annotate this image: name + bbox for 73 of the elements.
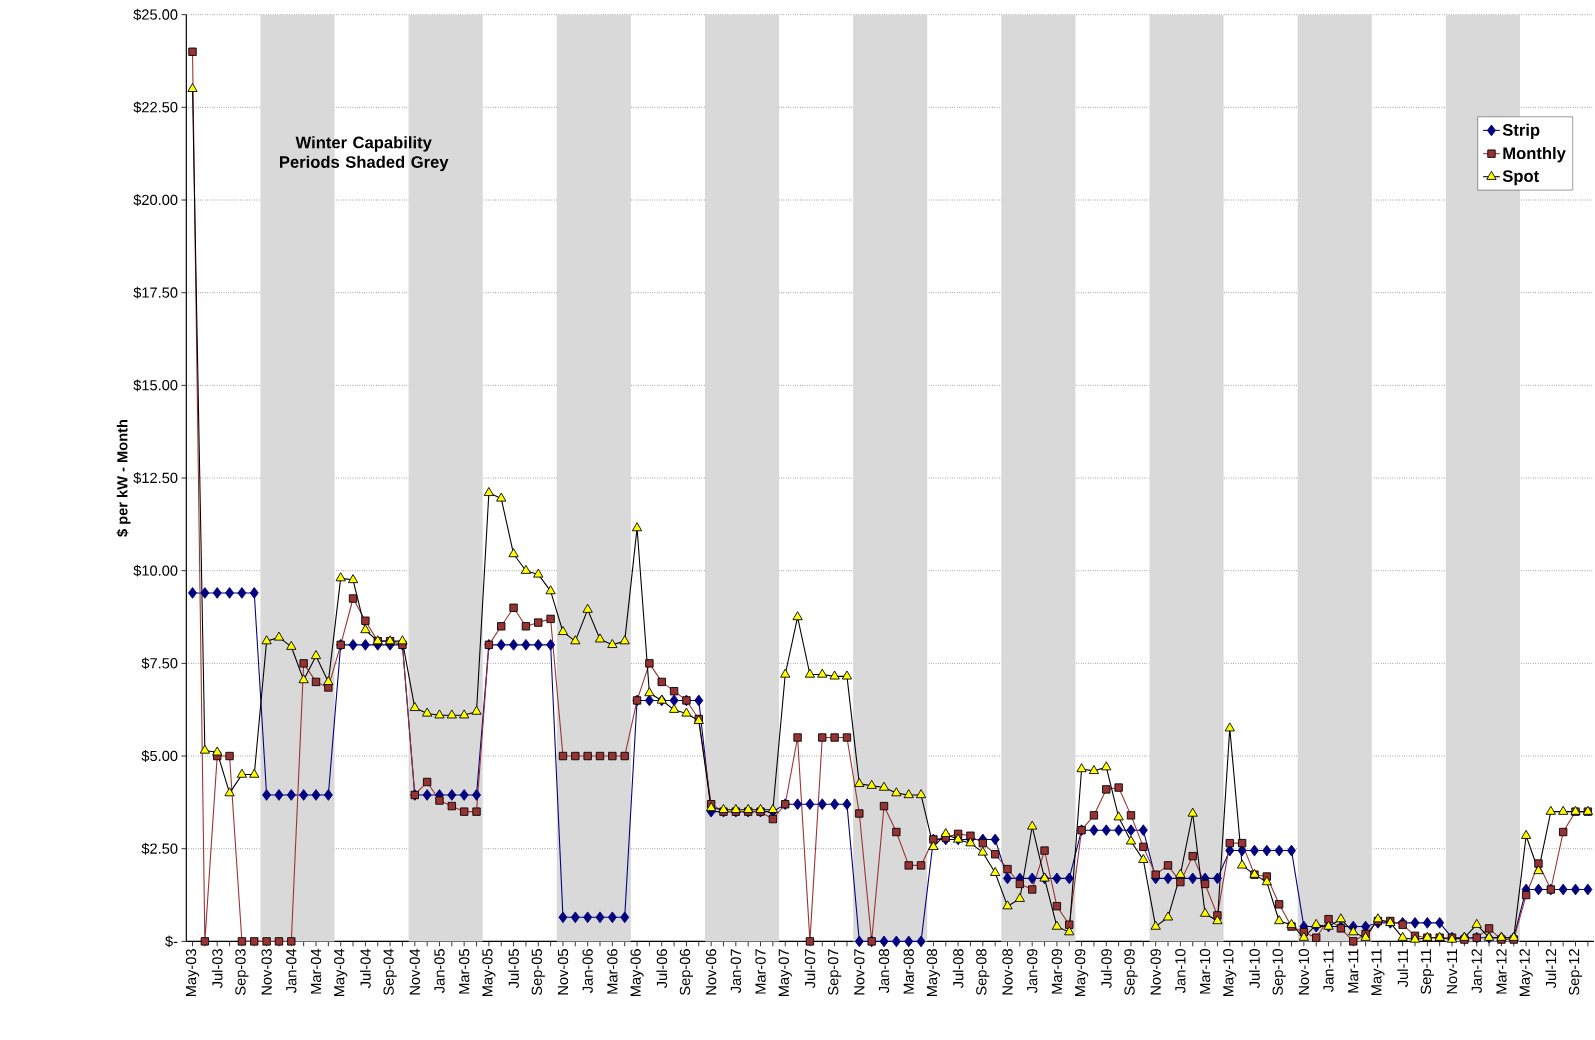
y-tick-label: $5.00 — [141, 749, 178, 762]
x-tick-label: Sep-05 — [531, 948, 545, 995]
x-tick-label: Jan-04 — [286, 948, 297, 993]
x-tick-label: May-07 — [778, 949, 792, 996]
x-tick-label: Nov-10 — [1298, 948, 1310, 995]
x-tick-label: Jul-12 — [1545, 949, 1557, 988]
x-tick-label: Jan-10 — [1175, 948, 1186, 993]
legend-label: Monthly — [1503, 146, 1566, 163]
y-tick-label: $22.50 — [133, 101, 178, 114]
x-tick-label: Jan-07 — [730, 949, 742, 993]
x-tick-label: Nov-04 — [409, 948, 420, 995]
x-tick-label: Sep-09 — [1124, 948, 1138, 995]
x-tick-label: Sep-04 — [383, 948, 397, 995]
x-tick-label: Nov-03 — [261, 948, 272, 995]
x-tick-label: Nov-11 — [1446, 949, 1458, 994]
x-tick-label: Sep-07 — [827, 949, 842, 995]
x-tick-label: Jul-03 — [211, 948, 223, 988]
y-axis-title: $ per kW - Month — [116, 419, 131, 537]
x-tick-label: Jul-08 — [952, 948, 964, 988]
x-tick-label: Jan-09 — [1027, 948, 1038, 993]
x-tick-label: Jul-06 — [656, 948, 668, 988]
x-tick-label: Jul-07 — [804, 949, 816, 988]
x-tick-label: Jan-11 — [1323, 949, 1334, 992]
y-tick-label: $17.50 — [133, 286, 178, 299]
x-tick-label: May-08 — [926, 948, 941, 996]
x-tick-label: Sep-11 — [1420, 949, 1434, 994]
x-tick-label: Sep-12 — [1568, 949, 1583, 995]
x-tick-label: Jul-05 — [508, 948, 519, 988]
x-tick-label: Jan-05 — [434, 948, 445, 993]
legend-label: Strip — [1502, 123, 1540, 139]
x-tick-label: Sep-03 — [235, 948, 249, 995]
x-tick-label: Sep-10 — [1272, 948, 1286, 995]
y-tick-label: $20.00 — [133, 193, 178, 206]
x-tick-label: Mar-12 — [1496, 949, 1507, 994]
x-tick-label: Nov-09 — [1150, 948, 1161, 995]
x-tick-label: Mar-11 — [1348, 949, 1359, 993]
x-tick-label: Nov-08 — [1002, 948, 1013, 995]
x-tick-label: May-10 — [1223, 948, 1237, 996]
x-tick-label: Mar-10 — [1199, 948, 1211, 994]
x-tick-label: Mar-07 — [755, 949, 766, 994]
x-tick-label: Sep-06 — [679, 948, 694, 995]
annotation: Winter Capability Periods Shaded Grey — [280, 136, 449, 172]
y-tick-label: $2.50 — [141, 842, 178, 855]
x-tick-label: Mar-06 — [607, 948, 618, 994]
x-tick-label: Jan-06 — [582, 948, 593, 993]
x-tick-label: May-09 — [1074, 948, 1089, 996]
x-tick-label: May-03 — [185, 948, 200, 996]
legend-label: Spot — [1502, 170, 1539, 186]
x-tick-label: Jul-09 — [1100, 948, 1112, 988]
x-tick-label: May-04 — [334, 948, 348, 996]
x-tick-label: May-06 — [630, 948, 644, 996]
x-tick-label: May-12 — [1519, 949, 1533, 996]
x-tick-label: Mar-09 — [1051, 948, 1063, 994]
x-tick-label: Jan-08 — [878, 948, 890, 993]
x-tick-label: Mar-05 — [458, 948, 470, 994]
y-tick-label: $- — [165, 935, 178, 948]
x-tick-label: Nov-06 — [705, 948, 717, 995]
y-tick-label: $10.00 — [133, 564, 178, 577]
x-tick-label: Nov-05 — [557, 948, 569, 995]
x-tick-label: Mar-04 — [310, 948, 322, 994]
y-tick-label: $12.50 — [133, 471, 178, 484]
x-tick-label: Sep-08 — [976, 948, 990, 995]
x-tick-label: May-11 — [1371, 949, 1385, 995]
y-tick-label: $15.00 — [133, 379, 178, 392]
x-tick-label: May-05 — [482, 948, 496, 996]
x-tick-label: Nov-07 — [854, 949, 865, 995]
x-tick-label: Jul-10 — [1249, 948, 1260, 988]
y-tick-label: $7.50 — [141, 657, 178, 670]
y-tick-label: $25.00 — [133, 8, 178, 21]
x-tick-label: Jan-12 — [1471, 949, 1482, 993]
x-tick-label: Mar-08 — [903, 948, 914, 994]
x-tick-label: Jul-04 — [360, 948, 371, 988]
x-tick-label: Jul-11 — [1397, 949, 1409, 987]
